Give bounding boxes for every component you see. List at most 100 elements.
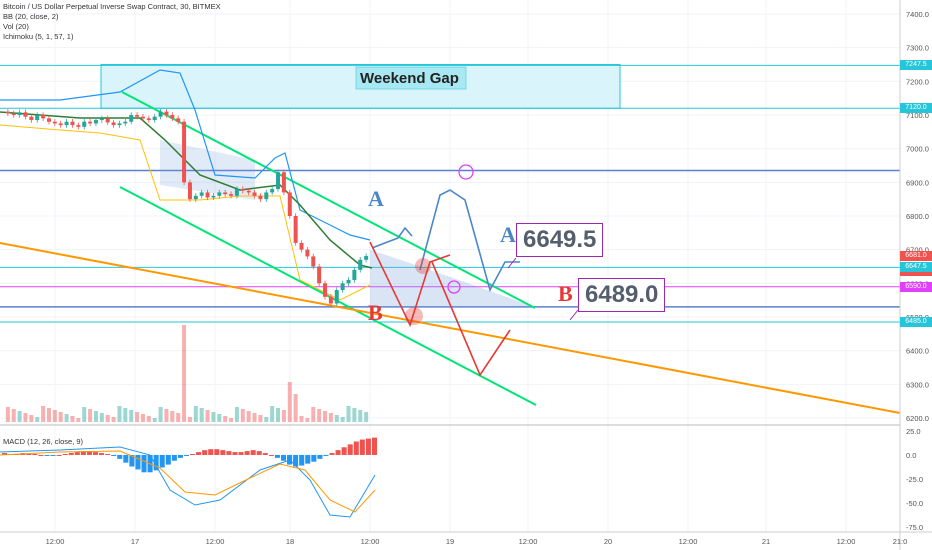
volume-bar — [364, 412, 369, 422]
weekend-gap-label-box — [355, 66, 467, 90]
price-tag: 6647.5 — [900, 262, 932, 273]
macd-hist-bar — [196, 452, 202, 455]
volume-bar — [123, 408, 128, 422]
scenario-a-label-1: A — [368, 186, 384, 211]
macd-hist-bar — [244, 451, 250, 455]
macd-hist-bar — [99, 453, 105, 455]
macd-hist-bar — [353, 441, 359, 455]
macd-hist-bar — [111, 454, 117, 456]
marker-circle — [415, 258, 431, 274]
volume-bar — [305, 418, 310, 422]
macd-hist-bar — [135, 454, 141, 470]
symbol-title[interactable]: Bitcoin / US Dollar Perpetual Inverse Sw… — [3, 2, 221, 11]
volume-bar — [340, 417, 345, 422]
candle-body — [152, 116, 157, 121]
macd-hist-bar — [153, 454, 159, 471]
candle-body — [276, 172, 281, 190]
volume-bar — [105, 415, 110, 422]
candle-body — [364, 256, 369, 260]
arrow-a-path — [419, 189, 520, 293]
x-tick-label: 19 — [446, 537, 454, 546]
macd-hist-bar — [323, 454, 329, 456]
bb-upper — [0, 69, 371, 241]
macd-legend[interactable]: MACD (12, 26, close, 9) — [3, 437, 84, 446]
x-tick-label: 12:00 — [46, 537, 65, 546]
volume-bar — [258, 415, 263, 422]
candle-body — [111, 122, 116, 126]
volume-bar — [140, 414, 145, 422]
volume-bar — [29, 415, 34, 422]
macd-hist-bar — [226, 451, 232, 455]
volume-bar — [46, 408, 51, 422]
volume-bar — [111, 417, 116, 422]
candle-body — [46, 118, 51, 122]
candle-body — [105, 118, 110, 123]
y-tick-label: 7200.0 — [906, 77, 929, 86]
macd-hist-bar — [183, 454, 189, 456]
x-tick-label: 12:00 — [361, 537, 380, 546]
arrow-b-path — [431, 261, 511, 377]
indicator-bb[interactable]: BB (20, close, 2) — [3, 12, 59, 21]
volume-bar — [205, 410, 210, 422]
volume-bar — [11, 409, 16, 422]
macd-hist-bar — [56, 454, 62, 456]
y-tick-label: 6700.0 — [906, 246, 929, 255]
macd-hist-bar — [347, 444, 353, 455]
macd-tick-label: 25.0 — [906, 427, 921, 436]
macd-hist-bar — [208, 449, 214, 455]
macd-hist-bar — [190, 454, 196, 455]
volume-bar — [70, 416, 75, 422]
volume-bar — [199, 408, 204, 422]
candle-body — [129, 115, 134, 122]
arrow-a-up — [371, 226, 413, 249]
y-tick-label: 7400.0 — [906, 10, 929, 19]
volume-bar — [182, 325, 187, 422]
indicator-ichimoku[interactable]: Ichimoku (5, 1, 57, 1) — [3, 32, 74, 41]
macd-hist-bar — [92, 452, 99, 455]
volume-bar — [299, 416, 304, 422]
candle-body — [52, 121, 57, 124]
volume-bar — [146, 416, 151, 422]
x-tick-label: 21:0 — [893, 537, 908, 546]
volume-bar — [352, 408, 357, 422]
volume-bar — [264, 417, 269, 422]
macd-hist-bar — [365, 438, 371, 455]
candle-body — [82, 121, 87, 127]
volume-bar — [358, 410, 363, 422]
candle-body — [199, 192, 204, 196]
candle-body — [334, 290, 339, 304]
macd-hist-bar — [250, 450, 256, 455]
macd-hist-bar — [117, 454, 123, 459]
candle-body — [234, 189, 239, 196]
callout-6649: 6649.5 — [516, 223, 604, 257]
macd-panel — [0, 437, 377, 518]
macd-hist-bar — [80, 451, 86, 455]
x-tick-label: 12:00 — [206, 537, 225, 546]
candle-body — [76, 125, 81, 127]
macd-hist-bar — [68, 453, 74, 455]
volume-bar — [93, 411, 98, 422]
channel-lower — [119, 186, 537, 406]
macd-hist-bar — [220, 450, 226, 455]
time-axis: 12:00 17 12:00 18 12:00 19 12:00 20 12:00 21 12:00… — [46, 537, 908, 546]
scenario-a-label-2: A — [500, 222, 516, 247]
candle-body — [70, 121, 75, 126]
volume-bar — [187, 417, 192, 422]
price-tag: 6590.0 — [900, 281, 932, 292]
volume-bar — [164, 409, 169, 422]
candle-body — [328, 296, 333, 304]
candle-body — [193, 195, 198, 200]
volume-bar — [276, 408, 281, 422]
volume-bar — [99, 413, 104, 422]
candle-body — [140, 116, 145, 119]
indicator-vol[interactable]: Vol (20) — [3, 22, 29, 31]
volume-bar — [193, 406, 198, 422]
candle-body — [58, 123, 63, 126]
y-tick-label: 6900.0 — [906, 178, 929, 187]
volume-bar — [41, 406, 46, 422]
macd-hist-bar — [159, 454, 165, 468]
y-tick-label: 7000.0 — [906, 145, 929, 154]
macd-hist-bar — [171, 454, 177, 461]
candle-body — [146, 118, 151, 121]
